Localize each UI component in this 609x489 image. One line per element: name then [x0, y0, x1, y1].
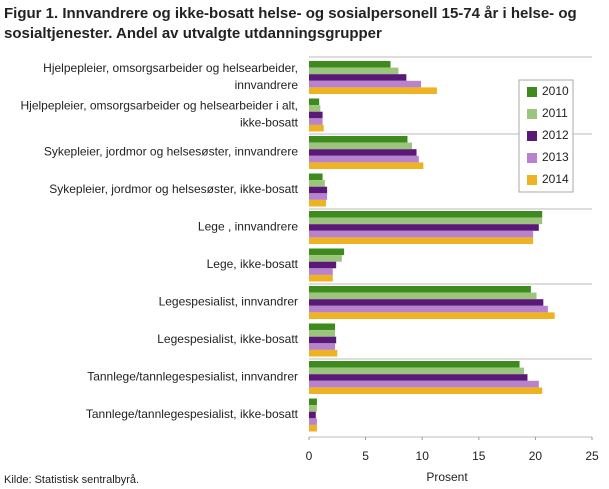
bar: [309, 193, 328, 200]
bar: [309, 268, 333, 275]
bar: [309, 312, 555, 319]
bar: [309, 387, 543, 394]
bar: [309, 211, 543, 218]
y-tick-label: Tannlege/tannlegespesialist, ikke-bosatt: [86, 407, 299, 421]
bar: [309, 349, 338, 357]
bar: [309, 136, 408, 143]
bar: [309, 418, 317, 425]
legend-label: 2013: [542, 150, 569, 164]
bar: [309, 230, 534, 238]
bar: [309, 286, 531, 293]
bar: [309, 424, 317, 432]
y-tick-label: Lege , innvandrere: [198, 220, 298, 234]
legend-label: 2011: [542, 106, 568, 120]
bar: [309, 323, 336, 331]
x-tick-label: 0: [306, 449, 313, 463]
bar: [309, 74, 407, 81]
bar: [309, 343, 336, 350]
bar: [309, 98, 320, 106]
bar: [309, 305, 548, 313]
bar: [309, 299, 544, 306]
legend-label: 2014: [542, 172, 569, 186]
legend-swatch: [527, 131, 537, 141]
bar: [309, 87, 437, 94]
y-tick-label: Sykepleier, jordmor og helsesøster, ikke…: [49, 182, 298, 196]
x-tick-label: 10: [416, 449, 430, 463]
bar: [309, 361, 520, 368]
bar: [309, 224, 539, 231]
bar: [309, 118, 323, 125]
bar: [309, 380, 539, 388]
y-tick-label: Legespesialist, innvandrer: [159, 295, 298, 309]
bar: [309, 261, 337, 269]
x-axis-label: Prosent: [426, 470, 468, 484]
bar: [309, 124, 324, 132]
bar: [309, 111, 323, 119]
bar: [309, 80, 422, 88]
x-tick-label: 5: [362, 449, 369, 463]
bar: [309, 374, 528, 381]
bar: [309, 330, 336, 337]
bar: [309, 292, 537, 300]
bar: [309, 67, 399, 75]
bar: [309, 405, 317, 412]
bar: [309, 186, 328, 194]
bar: [309, 105, 321, 112]
bar: [309, 411, 316, 419]
y-tick-label: Legespesialist, ikke-bosatt: [157, 332, 298, 346]
legend-swatch: [527, 87, 537, 97]
y-tick-label: Hjelpepleier, omsorgsarbeider og helsear…: [43, 61, 298, 92]
bar: [309, 248, 345, 256]
bar: [309, 237, 534, 244]
bar: [309, 149, 417, 156]
source: Kilde: Statistisk sentralbyrå.: [4, 474, 139, 486]
legend-label: 2012: [542, 128, 569, 142]
bar: [309, 155, 419, 163]
bar: [309, 398, 317, 406]
legend-swatch: [527, 153, 537, 163]
bar: [309, 336, 337, 344]
bar: [309, 173, 323, 181]
bar: [309, 217, 543, 225]
bar: [309, 367, 525, 375]
legend-label: 2010: [542, 84, 569, 98]
y-tick-label: Tannlege/tannlegespesialist, innvandrer: [87, 370, 298, 384]
y-tick-label: Hjelpepleier, omsorgsarbeider og helsear…: [21, 99, 299, 130]
legend-swatch: [527, 109, 537, 119]
bar: [309, 162, 424, 169]
x-tick-label: 20: [529, 449, 543, 463]
bar: [309, 255, 342, 262]
x-tick-label: 15: [472, 449, 486, 463]
bar: [309, 274, 333, 282]
bar: [309, 180, 325, 187]
chart-title: Figur 1. Innvandrere og ikke-bosatt hels…: [4, 5, 577, 42]
y-tick-label: Lege, ikke-bosatt: [207, 257, 299, 271]
bar: [309, 61, 391, 68]
bar: [309, 142, 413, 150]
bar: [309, 199, 326, 207]
legend-swatch: [527, 175, 537, 185]
x-tick-label: 25: [585, 449, 599, 463]
y-tick-label: Sykepleier, jordmor og helsesøster, innv…: [44, 145, 298, 159]
